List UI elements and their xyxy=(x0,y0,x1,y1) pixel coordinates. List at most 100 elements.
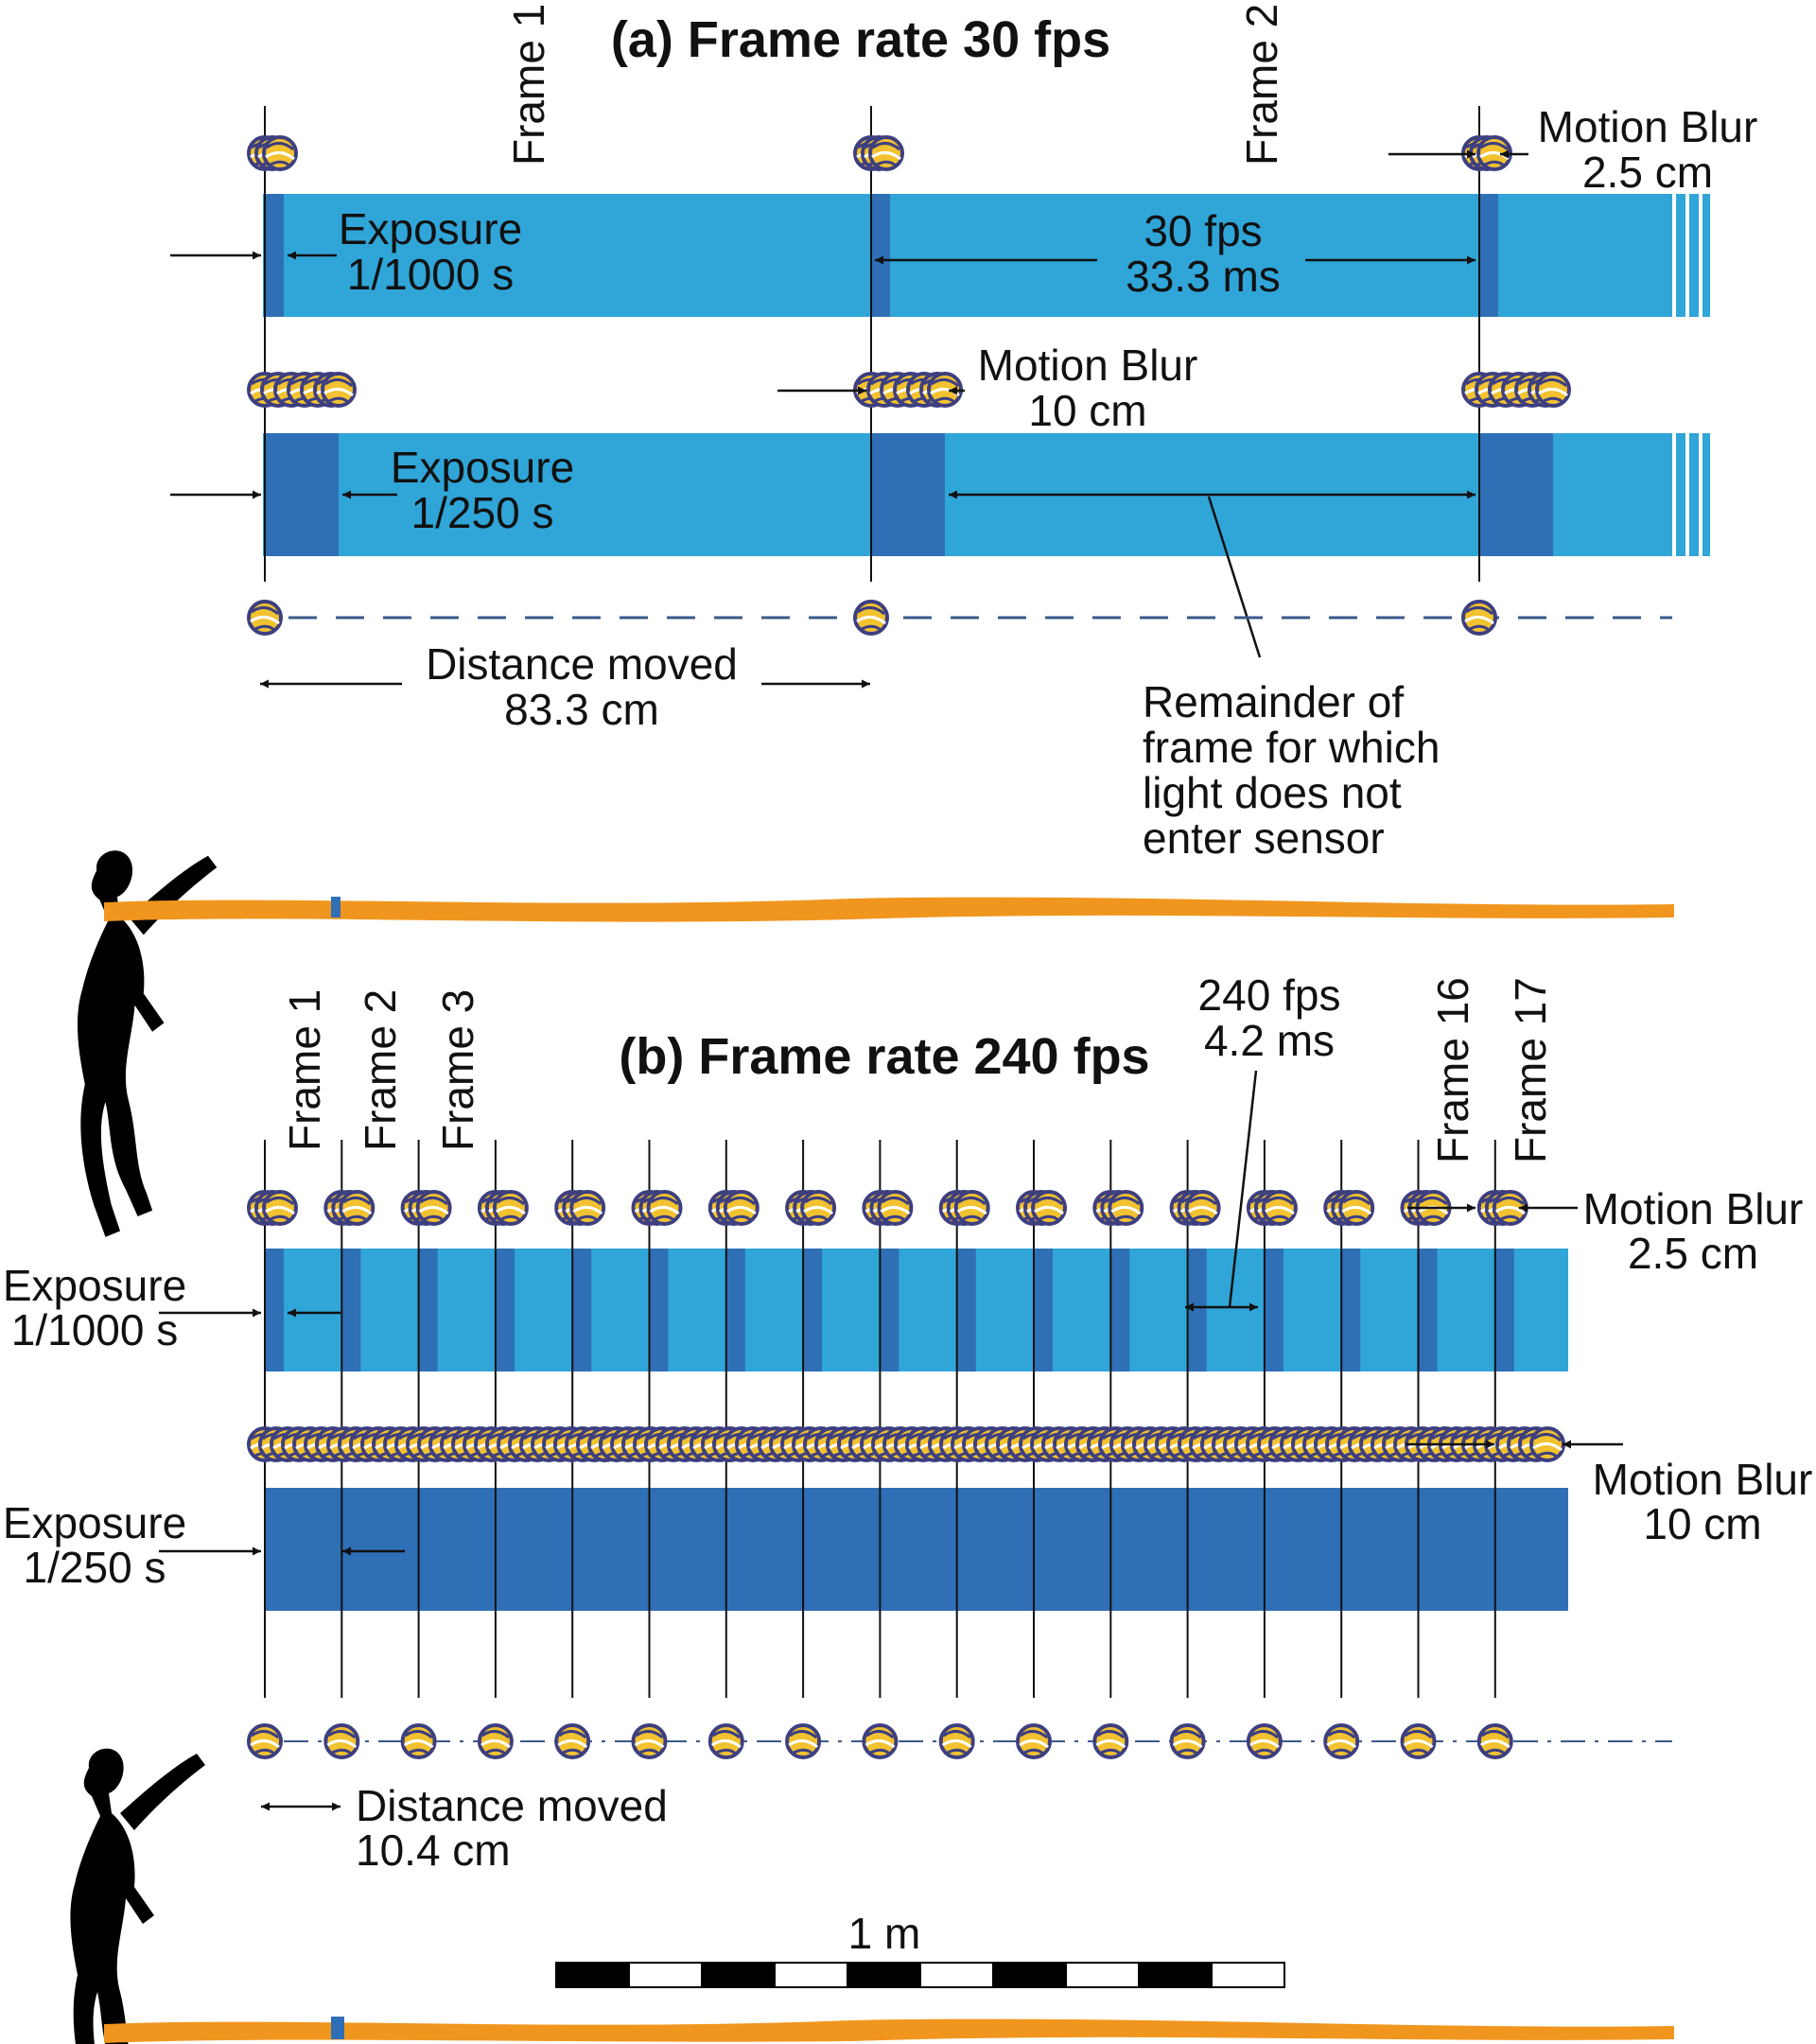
scale-bar-segment xyxy=(555,1962,630,1988)
scale-bar-segment xyxy=(774,1962,848,1988)
scale-bar-segment xyxy=(847,1962,921,1988)
panel-b-top-ball xyxy=(1092,1190,1144,1226)
scale-bar-label: 1 m xyxy=(848,1909,921,1958)
panel-b-top-exposure-block xyxy=(880,1249,899,1371)
panel-b-trajectory-ball xyxy=(400,1723,437,1759)
panel-a-top-bar-stripe-1 xyxy=(1676,194,1685,317)
panel-b-interval-leader xyxy=(1228,1070,1258,1308)
panel-a-bottom-exposure-block-3 xyxy=(1479,433,1553,556)
panel-b-trajectory-ball xyxy=(938,1723,975,1759)
scale-bar-segment xyxy=(628,1962,703,1988)
panel-b-bottom-ball-blur xyxy=(247,1426,1565,1462)
panel-b-top-ball xyxy=(707,1190,760,1226)
panel-b-top-exposure-block xyxy=(495,1249,515,1371)
scale-bar-segment xyxy=(1138,1962,1213,1988)
panel-b-top-blur-label-line1: Motion Blur xyxy=(1583,1184,1804,1233)
panel-b-top-exposure-block xyxy=(1034,1249,1053,1371)
panel-b-title: (b) Frame rate 240 fps xyxy=(619,1028,1149,1085)
panel-a-top-exposure-block-1 xyxy=(265,194,284,317)
panel-a-top-blur-label-line1: Motion Blur xyxy=(1538,102,1758,151)
panel-b-top-exposure-block xyxy=(341,1249,361,1371)
panel-b-top-ball xyxy=(323,1190,375,1226)
panel-b-bottom-blur-label-line1: Motion Blur xyxy=(1593,1455,1813,1504)
panel-b-ground-marker xyxy=(331,2017,344,2039)
panel-b-frame-17-label: Frame 17 xyxy=(1506,977,1555,1163)
panel-b-trajectory-ball xyxy=(1016,1723,1052,1759)
panel-a-trajectory-ball-3 xyxy=(1461,600,1497,636)
panel-b-top-balls xyxy=(247,1190,1528,1226)
panel-b-top-exposure-block xyxy=(572,1249,592,1371)
panel-a-top-exposure-block-2 xyxy=(871,194,890,317)
panel-a-top-bar-stripe-2 xyxy=(1689,194,1699,317)
panel-a-bottom-ball-blur-1 xyxy=(247,372,357,408)
panel-b-trajectory-ball xyxy=(631,1723,668,1759)
panel-a-interval-label-line2: 33.3 ms xyxy=(1126,252,1281,301)
panel-b-top-ball xyxy=(862,1190,914,1226)
panel-a-bottom-bar-stripe-2 xyxy=(1689,433,1699,556)
panel-b-top-exposure-block xyxy=(956,1249,976,1371)
panel-b-trajectory-ball xyxy=(554,1723,591,1759)
panel-b-trajectory-ball xyxy=(477,1723,514,1759)
panel-b-trajectory-ball xyxy=(247,1723,283,1759)
panel-b-top-ball xyxy=(1169,1190,1221,1226)
panel-b-top-exposure-block xyxy=(418,1249,438,1371)
panel-a-bottom-ball-blur-3 xyxy=(1461,372,1571,408)
scale-bar-segment xyxy=(919,1962,994,1988)
panel-b-top-ball xyxy=(247,1190,298,1226)
panel-a-top-bar-stripe-3 xyxy=(1702,194,1710,317)
panel-b-top-exposure-block xyxy=(1494,1249,1514,1371)
panel-b-top-exposure-block xyxy=(1187,1249,1207,1371)
panel-b-top-ball xyxy=(1323,1190,1375,1226)
panel-b-interval-label-line2: 4.2 ms xyxy=(1204,1016,1335,1065)
panel-a-interval-label-line1: 30 fps xyxy=(1144,206,1262,255)
panel-b-top-exposure-label-line1: Exposure xyxy=(3,1261,186,1310)
panel-b-bottom-blur-label-line2: 10 cm xyxy=(1643,1499,1761,1548)
panel-b-trajectory-ball xyxy=(323,1723,360,1759)
panel-b-top-ball xyxy=(631,1190,683,1226)
panel-a-top-bar-fade-1 xyxy=(1672,194,1676,317)
panel-b-top-exposure-block xyxy=(803,1249,823,1371)
panel-a-trajectory-ball-2 xyxy=(853,600,889,636)
panel-b-distance-label-line2: 10.4 cm xyxy=(356,1826,511,1875)
panel-b-frame-3-label: Frame 3 xyxy=(433,989,482,1151)
panel-a-trajectory-ball-1 xyxy=(247,600,283,636)
panel-b-top-ball xyxy=(400,1190,452,1226)
panel-b-top-frame-bar xyxy=(265,1249,1568,1371)
panel-a-distance-label-line2: 83.3 cm xyxy=(504,685,659,734)
panel-b-trajectory-ball xyxy=(707,1723,744,1759)
panel-a-bottom-exposure-label-line1: Exposure xyxy=(391,443,574,492)
panel-b-distance-label-line1: Distance moved xyxy=(356,1781,668,1830)
panel-b-trajectory-ball xyxy=(1092,1723,1129,1759)
panel-b-top-exposure-block xyxy=(725,1249,745,1371)
panel-b-top-exposure-block xyxy=(1110,1249,1130,1371)
panel-a-remainder-label-line2: frame for which xyxy=(1143,723,1440,772)
panel-b-top-exposure-block xyxy=(265,1249,284,1371)
panel-b-top-ball xyxy=(1246,1190,1298,1226)
panel-b-bottom-blur-balls xyxy=(247,1426,1565,1462)
panel-b-interval-label-line1: 240 fps xyxy=(1198,970,1341,1020)
panel-a-top-ball-2 xyxy=(853,135,904,171)
panel-a-top-exposure-label-line1: Exposure xyxy=(339,204,522,253)
panel-a-ground-marker xyxy=(331,897,340,917)
panel-a-top-ball-1 xyxy=(247,135,298,171)
scale-bar-segment xyxy=(1065,1962,1140,1988)
panel-a-distance-label-line1: Distance moved xyxy=(426,639,738,689)
panel-b-top-ball xyxy=(554,1190,606,1226)
panel-a-bottom-bar-stripe-3 xyxy=(1702,433,1710,556)
panel-a-bottom-ball-blur-2 xyxy=(853,372,963,408)
scale-bar-segment xyxy=(992,1962,1067,1988)
panel-b-bottom-exposure-label-line1: Exposure xyxy=(3,1498,186,1547)
panel-b-trajectory-ball xyxy=(1476,1723,1513,1759)
panel-b-trajectory-ball xyxy=(785,1723,822,1759)
scale-bar-segment xyxy=(1211,1962,1285,1988)
panel-b-top-exposure-block xyxy=(1264,1249,1283,1371)
panel-b-frame-16-label: Frame 16 xyxy=(1428,977,1477,1163)
panel-a-bottom-exposure-block-1 xyxy=(265,433,339,556)
panel-a-ground xyxy=(104,897,1674,922)
panel-b-trajectory-ball xyxy=(1323,1723,1360,1759)
scale-bar-segment xyxy=(701,1962,776,1988)
panel-b-top-exposure-block xyxy=(649,1249,669,1371)
panel-a-remainder-label-line4: enter sensor xyxy=(1143,813,1385,863)
panel-a-top-frame-bar xyxy=(263,194,1672,317)
